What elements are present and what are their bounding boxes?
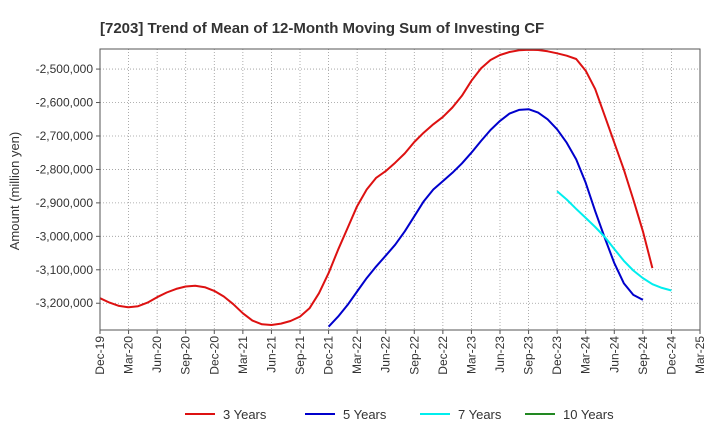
y-tick-label: -2,700,000	[36, 129, 94, 143]
x-tick-label: Dec-20	[207, 336, 221, 375]
series-line-3-years	[99, 48, 654, 326]
x-tick-label: Mar-20	[122, 336, 136, 374]
x-tick-label: Mar-23	[464, 336, 478, 374]
x-tick-label: Jun-20	[150, 336, 164, 373]
x-tick-label: Dec-22	[436, 336, 450, 375]
x-tick-label: Sep-23	[522, 336, 536, 375]
legend-label: 7 Years	[458, 407, 502, 422]
y-tick-label: -3,100,000	[36, 263, 94, 277]
chart-title: [7203] Trend of Mean of 12-Month Moving …	[100, 20, 544, 37]
x-tick-label: Jun-21	[264, 336, 278, 373]
x-tick-label: Mar-21	[236, 336, 250, 374]
y-axis-ticks: -2,500,000 -2,600,000 -2,700,000 -2,800,000…	[36, 62, 100, 310]
y-tick-label: -3,000,000	[36, 229, 94, 243]
x-tick-label: Dec-23	[550, 336, 564, 375]
plot-area	[100, 49, 700, 330]
x-tick-label: Jun-22	[379, 336, 393, 373]
legend-label: 3 Years	[223, 407, 267, 422]
plot-frame	[99, 48, 701, 331]
x-tick-label: Sep-22	[407, 336, 421, 375]
x-tick-label: Jun-24	[607, 336, 621, 373]
legend-label: 10 Years	[563, 407, 614, 422]
grid	[100, 49, 700, 330]
x-tick-label: Dec-24	[664, 336, 678, 375]
x-tick-label: Dec-19	[93, 336, 107, 375]
legend: 3 Years 5 Years 7 Years 10 Years	[185, 407, 614, 422]
x-tick-label: Mar-24	[579, 336, 593, 374]
y-tick-label: -2,500,000	[36, 62, 94, 76]
x-tick-label: Sep-20	[179, 336, 193, 375]
x-tick-label: Sep-24	[636, 336, 650, 375]
x-tick-label: Mar-22	[350, 336, 364, 374]
series-lines	[99, 48, 672, 328]
x-tick-label: Dec-21	[322, 336, 336, 375]
series-line-5-years	[327, 108, 644, 328]
x-axis-ticks: Dec-19 Mar-20 Jun-20 Sep-20 Dec-20 Mar-21 Jun-…	[93, 330, 707, 375]
y-tick-label: -2,600,000	[36, 96, 94, 110]
y-tick-label: -3,200,000	[36, 296, 94, 310]
y-tick-label: -2,800,000	[36, 162, 94, 176]
y-tick-label: -2,900,000	[36, 196, 94, 210]
y-axis-label: Amount (million yen)	[7, 132, 22, 251]
legend-label: 5 Years	[343, 407, 387, 422]
series-line-7-years	[556, 190, 672, 292]
x-tick-label: Jun-23	[493, 336, 507, 373]
x-tick-label: Mar-25	[693, 336, 707, 374]
x-tick-label: Sep-21	[293, 336, 307, 375]
